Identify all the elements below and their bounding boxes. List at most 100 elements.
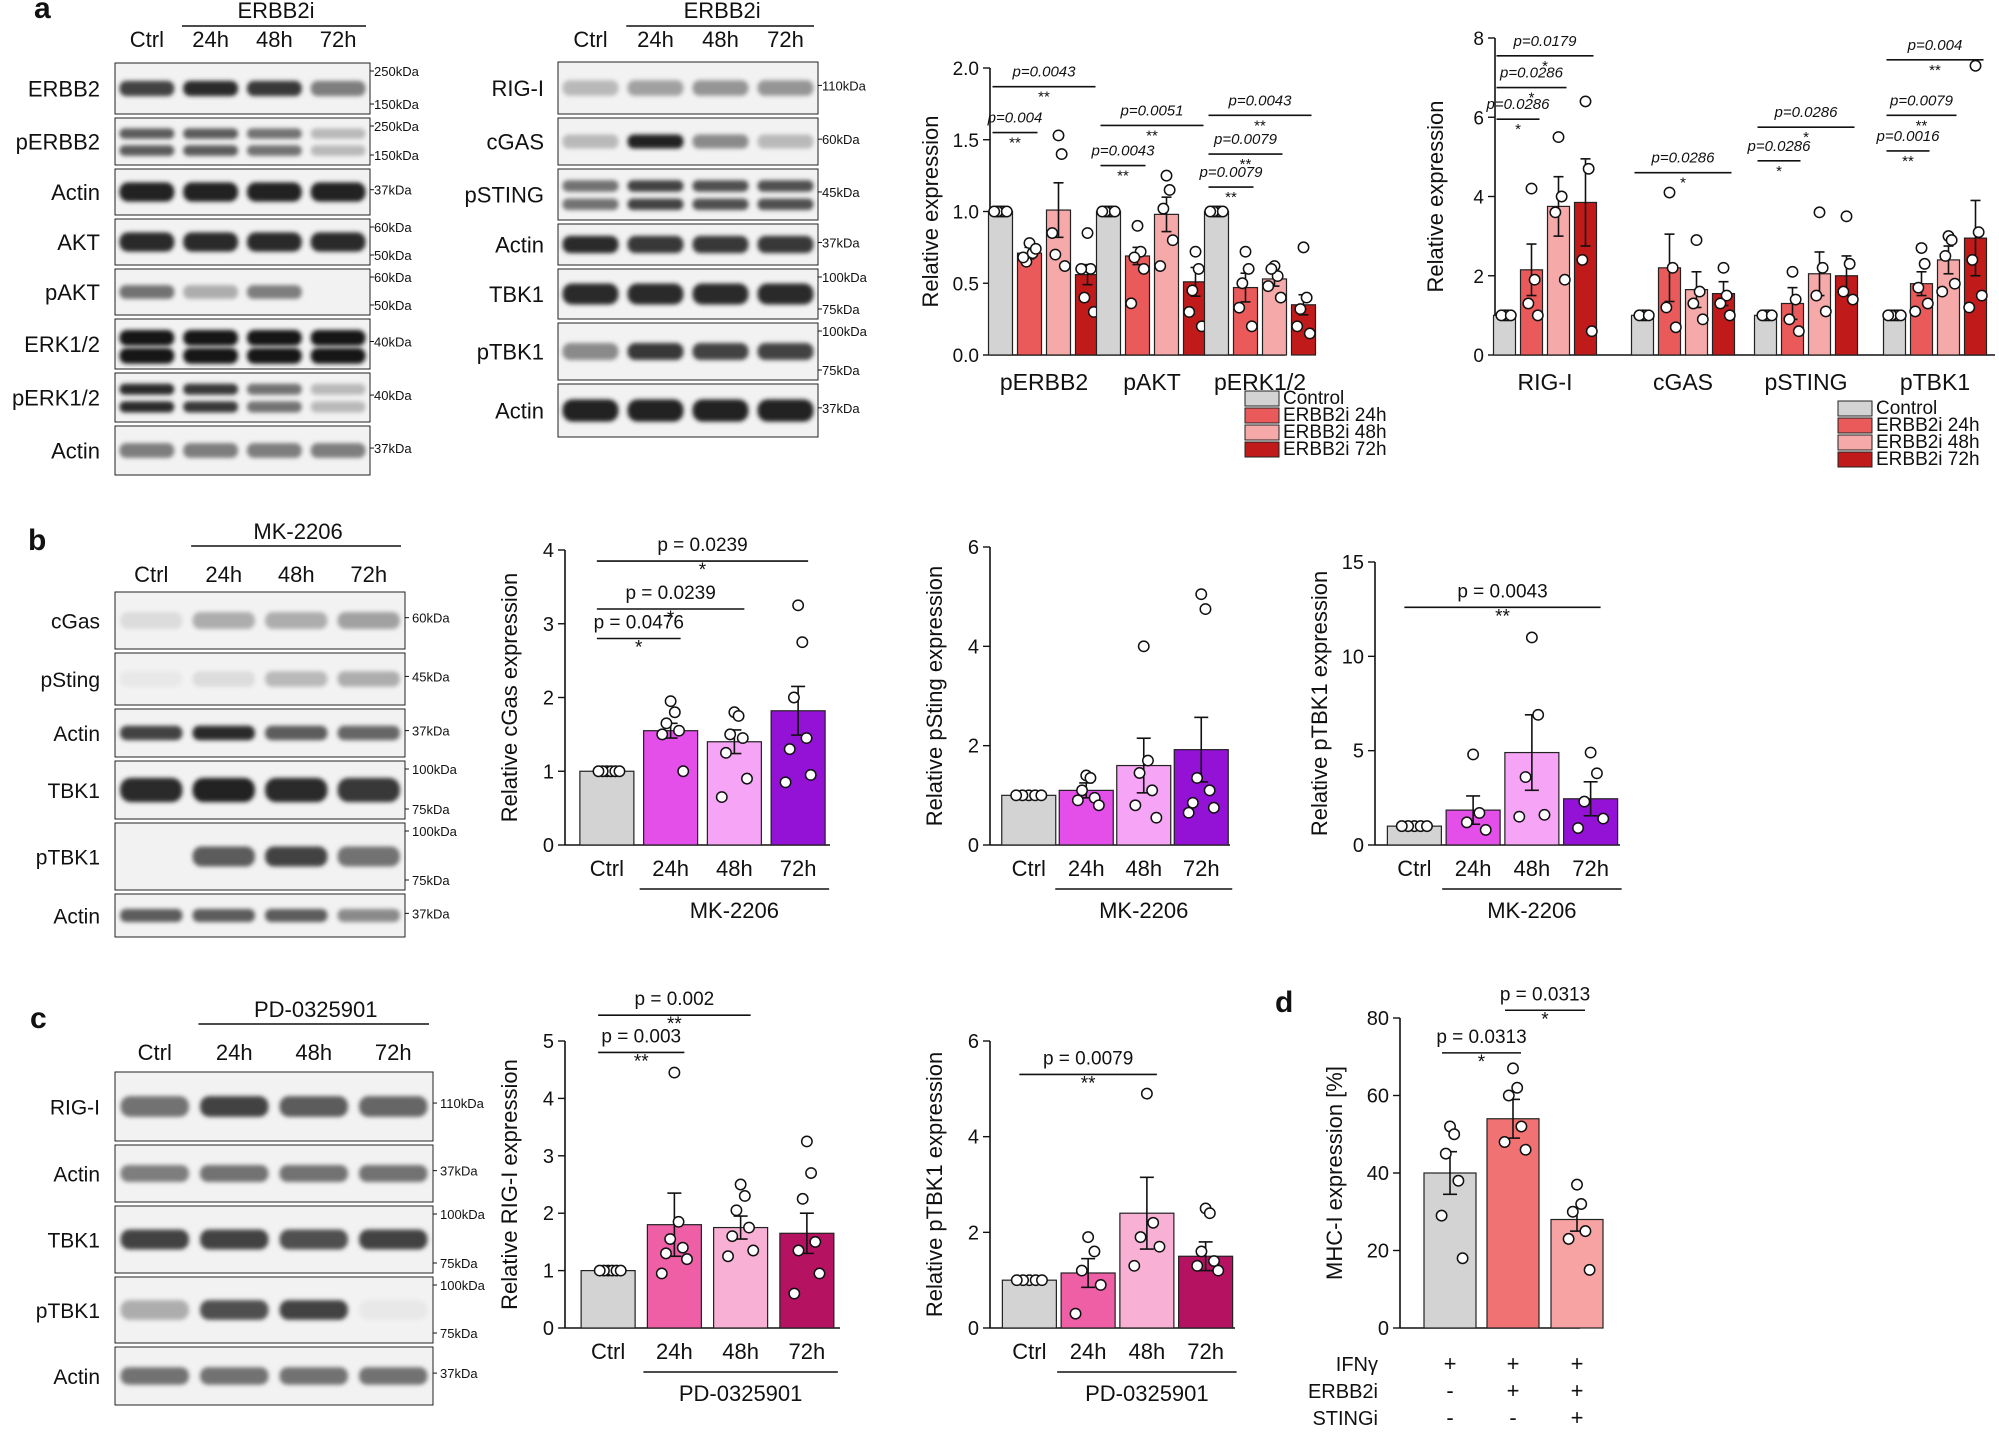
lane-label: Ctrl — [138, 1040, 172, 1065]
legend-label: ERBB2i 24h — [1876, 415, 1980, 436]
protein-band — [310, 383, 366, 395]
data-point — [1208, 1255, 1220, 1267]
protein-band — [120, 671, 183, 687]
p-value: p = 0.0313 — [1436, 1027, 1526, 1048]
treatment-label: MK-2206 — [253, 519, 342, 544]
data-point — [1216, 205, 1229, 218]
protein-band — [265, 725, 328, 741]
protein-band — [120, 1096, 189, 1117]
protein-band — [200, 1300, 269, 1320]
data-point — [1843, 257, 1856, 270]
chart-a_chart2: 0 2 4 6 8 Relative expression RIG-I cGAS pSTING p… — [1423, 29, 1995, 470]
p-value: p=0.0286 — [1651, 150, 1716, 167]
significance-stars: ** — [1902, 153, 1914, 170]
protein-band — [627, 342, 684, 361]
y-tick-label: 4 — [1473, 188, 1484, 209]
data-point — [1813, 206, 1826, 219]
protein-band — [119, 80, 175, 97]
panel-label-b: b — [28, 524, 46, 557]
y-axis-title: Relative RIG-I expression — [497, 1059, 522, 1310]
kda-marker: 75kDa — [412, 802, 450, 817]
protein-band — [337, 671, 400, 687]
protein-band — [757, 180, 814, 192]
protein-label: Actin — [51, 439, 100, 464]
protein-band — [359, 1300, 428, 1320]
blot-b: Ctrl 24h 48h 72h MK-2206 cGas 60kDa pSting 45kDa… — [36, 519, 458, 938]
protein-band — [246, 232, 302, 252]
data-point — [1108, 205, 1121, 218]
protein-band — [119, 330, 175, 346]
data-point — [668, 1066, 681, 1079]
panel-label-d: d — [1275, 986, 1293, 1019]
x-category-label: 48h — [1125, 856, 1162, 881]
data-point — [1562, 1232, 1575, 1245]
y-tick-label: 0 — [543, 835, 554, 857]
protein-band — [192, 846, 255, 867]
data-point — [1052, 129, 1065, 142]
data-point — [660, 717, 673, 730]
lane-label: 72h — [375, 1040, 412, 1065]
blot-row: Actin 37kDa — [495, 223, 860, 266]
data-point — [1467, 748, 1480, 761]
protein-band — [265, 777, 328, 803]
protein-band — [279, 1096, 348, 1117]
protein-band — [192, 725, 255, 741]
kda-marker: 75kDa — [412, 873, 450, 888]
data-point — [1204, 205, 1217, 218]
data-point — [1513, 810, 1526, 823]
condition-mark: + — [1571, 1405, 1584, 1430]
data-point — [1131, 219, 1144, 232]
data-point — [796, 636, 809, 649]
y-tick-label: 10 — [1342, 646, 1364, 668]
protein-band — [119, 383, 175, 395]
blot-row: Actin 37kDa — [53, 708, 450, 758]
legend-swatch — [1244, 390, 1280, 407]
protein-band — [337, 725, 400, 741]
data-point — [1233, 301, 1246, 314]
lane-label: 48h — [256, 27, 293, 52]
chart-b_chart2: 0 2 4 6 Relative pSting expression Ctrl 24h 48h… — [922, 537, 1233, 923]
legend-swatch — [1837, 434, 1873, 451]
protein-band — [119, 128, 175, 139]
protein-band — [757, 235, 814, 254]
legend-label: ERBB2i 24h — [1283, 405, 1387, 426]
protein-label: Actin — [495, 233, 544, 258]
x-category-label: 72h — [1187, 1339, 1224, 1364]
y-tick-label: 0 — [1353, 835, 1364, 857]
y-tick-label: 40 — [1367, 1163, 1389, 1185]
significance-stars: ** — [667, 1014, 682, 1035]
data-point — [1421, 820, 1433, 833]
data-point — [1154, 260, 1167, 272]
group-label: MK-2206 — [1487, 898, 1576, 923]
data-point — [1575, 1198, 1588, 1210]
kda-marker: 37kDa — [412, 906, 450, 921]
y-axis-title: MHC-I expression [%] — [1322, 1066, 1347, 1280]
legend-swatch — [1837, 400, 1873, 417]
data-point — [1128, 251, 1141, 264]
data-point — [738, 1190, 751, 1202]
data-point — [1146, 784, 1159, 797]
kda-marker: 60kDa — [822, 132, 860, 147]
data-point — [1058, 260, 1071, 272]
blot-row: pERBB2 250kDa 150kDa — [16, 117, 420, 166]
y-tick-label: 60 — [1367, 1086, 1389, 1108]
protein-label: pSting — [40, 669, 100, 692]
western-blots: Ctrl 24h 48h 72hERBB2iERBB2250kDa150kDapERB… — [12, 0, 868, 1406]
p-value: p=0.0079 — [1213, 131, 1278, 148]
protein-label: cGas — [51, 611, 100, 634]
protein-band — [562, 399, 619, 422]
data-point — [805, 1167, 818, 1179]
protein-band — [120, 1367, 189, 1385]
data-point — [1000, 205, 1013, 218]
data-point — [1915, 242, 1928, 254]
kda-marker: 75kDa — [440, 1326, 478, 1341]
protein-label: pERBB2 — [16, 130, 100, 155]
lane-label: 72h — [350, 562, 387, 587]
protein-band — [627, 198, 684, 211]
data-point — [1291, 320, 1304, 333]
y-axis-title: Relative pTBK1 expression — [1307, 571, 1332, 836]
data-point — [800, 732, 813, 745]
legend-label: ERBB2i 48h — [1283, 422, 1387, 443]
kda-marker: 100kDa — [412, 762, 458, 777]
data-point — [1245, 320, 1258, 333]
